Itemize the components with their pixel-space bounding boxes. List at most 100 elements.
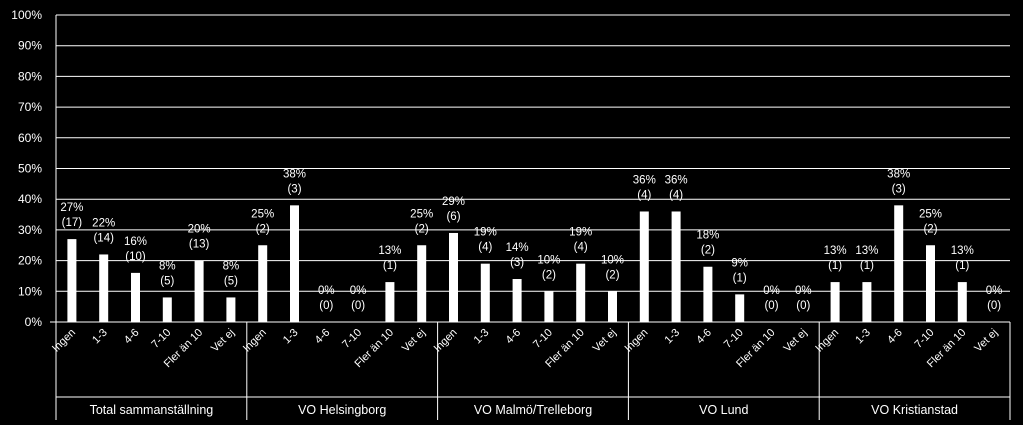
x-tick-label: Vet ej xyxy=(972,327,1000,355)
group-label: VO Helsingborg xyxy=(298,403,386,417)
x-tick-label: 1-3 xyxy=(853,327,873,347)
bar-count-label: (3) xyxy=(510,257,524,269)
x-tick-label: 1-3 xyxy=(281,327,301,347)
grid-lines xyxy=(56,14,1010,292)
bar-count-label: (1) xyxy=(828,260,842,272)
bar-count-label: (1) xyxy=(955,260,969,272)
x-tick-label: 4-6 xyxy=(313,327,333,347)
x-tick-label: Vet ej xyxy=(209,327,237,355)
bar-value-label: 36% xyxy=(633,174,656,186)
bar-count-label: (6) xyxy=(446,211,460,223)
bar-count-label: (14) xyxy=(93,232,114,244)
bar-count-label: (2) xyxy=(605,269,619,281)
x-tick-label: 4-6 xyxy=(122,327,142,347)
bar xyxy=(735,294,745,322)
bar-count-label: (3) xyxy=(892,183,906,195)
bar-count-label: (1) xyxy=(733,272,747,284)
bar-value-label: 18% xyxy=(696,230,719,242)
y-tick-label: 90% xyxy=(18,39,42,53)
bar-value-label: 36% xyxy=(665,174,688,186)
bar xyxy=(703,266,713,322)
bar-count-label: (17) xyxy=(62,217,83,229)
x-tick-label: Ingen xyxy=(50,327,78,355)
group-label: VO Lund xyxy=(699,403,748,417)
bar-count-label: (0) xyxy=(764,300,778,312)
bars xyxy=(67,205,967,322)
x-tick-label: 7-10 xyxy=(722,327,746,351)
data-labels: 27% (17) 22% (14) 16% (10) 8% (5) 20% (13) 8% (5) 25… xyxy=(60,168,1002,312)
x-tick-label: 4-6 xyxy=(694,327,714,347)
bar xyxy=(99,254,109,322)
bar xyxy=(544,291,554,322)
y-tick-label: 100% xyxy=(11,8,42,22)
bar-value-label: 0% xyxy=(763,285,780,297)
bar-count-label: (0) xyxy=(351,300,365,312)
bar-value-label: 29% xyxy=(442,196,465,208)
bar xyxy=(576,263,586,322)
bar xyxy=(162,297,172,322)
group-label: VO Kristianstad xyxy=(871,403,958,417)
bar-value-label: 0% xyxy=(986,285,1003,297)
bar xyxy=(926,245,935,322)
bar-count-label: (5) xyxy=(160,275,174,287)
bar-value-label: 0% xyxy=(795,285,812,297)
y-tick-label: 40% xyxy=(18,192,42,206)
bar-value-label: 13% xyxy=(824,245,847,257)
bar xyxy=(480,263,490,322)
bar-count-label: (1) xyxy=(383,260,397,272)
x-tick-label: 4-6 xyxy=(503,327,523,347)
bar-count-label: (0) xyxy=(987,300,1001,312)
bar-count-label: (4) xyxy=(478,242,492,254)
bar-value-label: 25% xyxy=(919,208,942,220)
y-tick-label: 70% xyxy=(18,100,42,114)
bar-count-label: (2) xyxy=(415,223,429,235)
bar-value-label: 20% xyxy=(188,224,211,236)
bar-count-label: (2) xyxy=(542,269,556,281)
x-tick-label: 7-10 xyxy=(149,327,173,351)
bar xyxy=(830,282,840,322)
bar-value-label: 27% xyxy=(60,202,83,214)
bar-value-label: 19% xyxy=(474,227,497,239)
bar xyxy=(512,279,522,322)
x-tick-label: 7-10 xyxy=(340,327,364,351)
group-label: VO Malmö/Trelleborg xyxy=(474,403,592,417)
bar-value-label: 25% xyxy=(410,208,433,220)
bar-value-label: 0% xyxy=(318,285,335,297)
bar xyxy=(67,239,77,322)
bar-value-label: 10% xyxy=(601,254,624,266)
bar-value-label: 9% xyxy=(731,257,748,269)
x-tick-label: Vet ej xyxy=(400,327,428,355)
bar-value-label: 19% xyxy=(569,227,592,239)
bar-count-label: (4) xyxy=(637,189,651,201)
bar-count-label: (4) xyxy=(574,242,588,254)
bar-value-label: 14% xyxy=(506,242,529,254)
x-tick-label: Ingen xyxy=(813,327,841,355)
bar xyxy=(417,245,427,322)
bar xyxy=(258,245,268,322)
bar-count-label: (0) xyxy=(319,300,333,312)
bar xyxy=(639,211,649,322)
y-tick-label: 50% xyxy=(18,162,42,176)
bar-value-label: 38% xyxy=(283,168,306,180)
y-tick-label: 10% xyxy=(18,284,42,298)
bar-count-label: (4) xyxy=(669,189,683,201)
bar-count-label: (1) xyxy=(860,260,874,272)
x-tick-label: Ingen xyxy=(241,327,269,355)
x-tick-label: Ingen xyxy=(432,327,460,355)
bar-value-label: 16% xyxy=(124,236,147,248)
y-tick-label: 30% xyxy=(18,223,42,237)
bar xyxy=(957,282,967,322)
bar-value-label: 10% xyxy=(537,254,560,266)
x-tick-label: 7-10 xyxy=(913,327,937,351)
x-tick-label: Vet ej xyxy=(591,327,619,355)
x-tick-label: 1-3 xyxy=(662,327,682,347)
bar-value-label: 22% xyxy=(92,217,115,229)
bar-count-label: (0) xyxy=(796,300,810,312)
bar-count-label: (5) xyxy=(224,275,238,287)
bar-value-label: 8% xyxy=(159,260,176,272)
bar-count-label: (13) xyxy=(189,239,210,251)
bar-value-label: 8% xyxy=(223,260,240,272)
y-tick-label: 0% xyxy=(25,315,43,329)
